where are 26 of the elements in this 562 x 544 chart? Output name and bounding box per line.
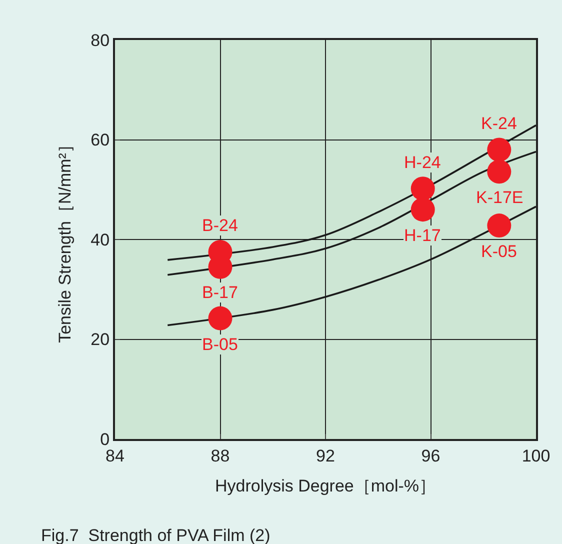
annotation: K-17E <box>476 188 524 207</box>
point <box>487 214 512 238</box>
x-tick-label: 84 <box>106 446 124 466</box>
x-tick-label: 96 <box>421 446 440 466</box>
point <box>208 306 232 330</box>
y-axis-title: Tensile Strength［N/mm²］ <box>56 136 75 343</box>
annotation: K-24 <box>481 114 517 133</box>
annotation: B-05 <box>202 335 238 354</box>
x-tick-label: 100 <box>522 446 550 466</box>
y-tick-label: 0 <box>100 430 110 449</box>
y-tick-label: 40 <box>90 230 110 250</box>
annotation: H-17 <box>404 226 441 245</box>
y-tick-label: 60 <box>90 130 110 150</box>
x-tick-label: 92 <box>316 446 335 466</box>
x-tick-label: 88 <box>210 446 230 466</box>
annotation: B-17 <box>202 283 238 302</box>
annotation: B-24 <box>202 216 238 235</box>
y-tick-label: 20 <box>90 330 110 350</box>
x-axis-title: Hydrolysis Degree［mol-%］ <box>214 476 436 496</box>
annotation: K-05 <box>481 242 517 261</box>
y-tick-label: 80 <box>90 30 110 50</box>
point <box>410 176 435 201</box>
point <box>487 160 512 184</box>
annotation: H-24 <box>404 153 441 172</box>
point <box>487 138 512 162</box>
point <box>410 198 435 222</box>
